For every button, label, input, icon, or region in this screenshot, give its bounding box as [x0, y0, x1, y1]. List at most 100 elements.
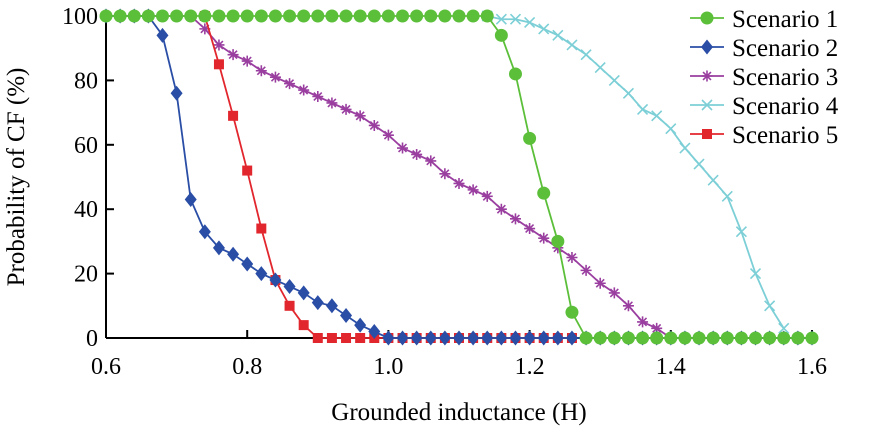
legend-label: Scenario 3 [732, 64, 838, 91]
data-point [608, 74, 620, 86]
data-point [495, 13, 507, 25]
data-point [466, 9, 480, 23]
data-point [198, 9, 212, 23]
data-point [256, 223, 267, 234]
y-axis-label: Probability of CF (%) [3, 68, 30, 287]
data-point [551, 330, 564, 346]
data-point [636, 103, 649, 115]
data-point [538, 23, 550, 35]
x-tick-label: 1.0 [373, 354, 403, 380]
data-point [297, 285, 310, 301]
data-point [495, 203, 507, 215]
data-point [664, 331, 678, 345]
data-point [226, 9, 240, 23]
data-point [241, 55, 253, 67]
data-point [749, 331, 763, 345]
legend-label: Scenario 5 [732, 122, 838, 149]
data-point [355, 333, 366, 343]
y-tick-label: 40 [74, 197, 98, 223]
x-tick-label: 1.6 [797, 354, 827, 380]
data-point [621, 331, 635, 345]
data-point [240, 9, 254, 23]
series-line [106, 15, 812, 339]
data-point [297, 9, 311, 23]
legend-entry: Scenario 5 [690, 122, 838, 149]
data-point [622, 87, 635, 99]
data-point [410, 9, 424, 23]
data-point [566, 39, 578, 51]
data-point [734, 331, 748, 345]
data-point [325, 298, 338, 314]
data-point [439, 168, 451, 180]
data-point [523, 330, 536, 346]
data-point [508, 67, 522, 81]
data-point [141, 9, 155, 23]
data-point [706, 331, 720, 345]
data-point [693, 158, 705, 170]
data-point [184, 192, 197, 208]
series-line [106, 15, 672, 339]
data-point [311, 295, 324, 311]
data-point [212, 9, 226, 23]
legend-marker [701, 39, 713, 55]
legend-entry: Scenario 2 [690, 35, 838, 62]
data-point [565, 330, 578, 346]
data-point [170, 9, 184, 23]
data-point [269, 272, 282, 288]
data-point [650, 331, 664, 345]
data-point [242, 165, 253, 176]
data-point [312, 91, 324, 102]
series-line [203, 15, 572, 339]
data-point [99, 9, 113, 23]
data-point [213, 39, 225, 51]
data-point [721, 190, 733, 202]
data-point [212, 240, 225, 256]
data-point [509, 213, 521, 225]
data-point [453, 177, 465, 189]
series-5 [199, 11, 577, 343]
data-point [720, 331, 734, 345]
data-point [326, 97, 338, 109]
data-point [608, 287, 620, 299]
data-point [268, 9, 282, 23]
data-point [594, 277, 606, 289]
data-point [791, 331, 805, 345]
data-point [284, 78, 296, 90]
data-point [298, 84, 310, 96]
data-point [579, 331, 593, 345]
data-point [326, 333, 337, 343]
data-point [368, 324, 381, 340]
series-1 [99, 9, 819, 345]
legend-marker [700, 11, 714, 25]
data-point [283, 9, 297, 23]
legend-label: Scenario 2 [732, 35, 838, 62]
data-point [156, 27, 169, 43]
series-line [487, 15, 785, 329]
data-point [354, 110, 366, 122]
x-tick-label: 0.8 [232, 354, 262, 380]
data-point [622, 300, 634, 312]
data-point [593, 331, 607, 345]
data-point [481, 330, 494, 346]
data-point [113, 9, 127, 23]
data-point [382, 129, 394, 141]
data-point [735, 226, 747, 238]
data-point [382, 330, 395, 346]
data-point [537, 330, 550, 346]
axes [105, 15, 813, 339]
y-tick-label: 80 [74, 68, 98, 94]
y-tick-label: 20 [74, 262, 98, 288]
tick-labels: 0.6 0.8 1.0 1.2 1.4 1.6 0 20 40 60 80 100 [62, 4, 827, 380]
data-point [580, 264, 592, 276]
data-point [665, 123, 677, 135]
data-point [453, 330, 465, 346]
data-point [284, 300, 295, 311]
legend-label: Scenario 1 [732, 6, 838, 33]
data-point [199, 23, 211, 35]
data-point [509, 13, 522, 25]
data-point [636, 331, 650, 345]
series-line [106, 15, 812, 339]
data-point [607, 331, 621, 345]
data-point [524, 16, 536, 29]
data-point [495, 330, 508, 346]
